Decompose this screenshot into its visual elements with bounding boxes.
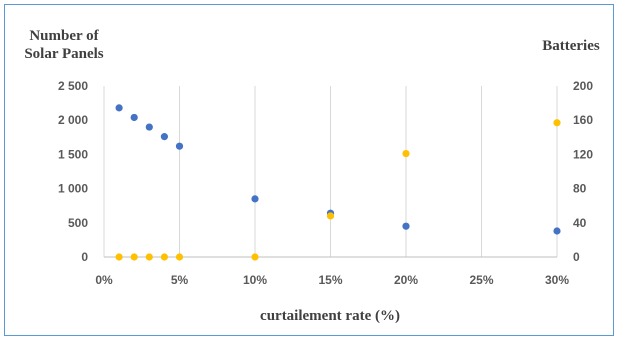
data-point-series-2 <box>145 253 153 261</box>
y-right-tick-label: 160 <box>573 113 593 127</box>
data-point-series-1 <box>130 113 138 122</box>
data-point-series-2 <box>130 253 138 261</box>
y-left-tick-label: 0 <box>81 250 88 264</box>
y-left-tick-label: 2 000 <box>58 113 88 127</box>
data-point-series-1 <box>553 227 561 235</box>
y-right-tick-label: 80 <box>573 182 587 196</box>
data-point-series-1 <box>160 133 168 141</box>
y-right-tick-label: 120 <box>573 147 593 161</box>
point-layer <box>115 104 561 261</box>
data-point-series-2 <box>115 253 123 261</box>
y-left-axis-title-line2: Solar Panels <box>24 46 103 62</box>
chart-frame <box>4 4 614 336</box>
y-right-tick-label: 200 <box>573 79 593 93</box>
tick-layer: 0% 5% 10% 15% 20% 25% 30% 0 500 1 000 1 500 2 000 2 … <box>58 79 593 287</box>
grid-layer <box>103 86 558 257</box>
y-left-tick-label: 1 000 <box>58 182 88 196</box>
y-left-axis-title-line1: Number of <box>29 28 99 44</box>
data-point-series-2 <box>326 212 335 220</box>
x-tick-label: 0% <box>95 273 113 287</box>
data-point-series-1 <box>115 104 123 112</box>
x-tick-label: 25% <box>469 273 493 287</box>
y-right-axis-title: Batteries <box>542 38 600 54</box>
data-point-series-1 <box>402 222 410 230</box>
y-left-tick-label: 1 500 <box>58 147 88 161</box>
y-left-tick-label: 500 <box>68 216 88 230</box>
data-point-series-1 <box>251 195 259 203</box>
y-right-tick-label: 40 <box>573 216 587 230</box>
x-tick-label: 30% <box>545 273 569 287</box>
data-point-series-2 <box>251 253 259 261</box>
data-point-series-2 <box>175 253 184 261</box>
x-tick-label: 10% <box>243 273 267 287</box>
data-point-series-1 <box>175 142 184 150</box>
y-left-tick-label: 2 500 <box>58 79 88 93</box>
y-right-tick-label: 0 <box>573 250 580 264</box>
x-tick-label: 20% <box>394 273 418 287</box>
x-axis-title: curtailement rate (%) <box>260 308 400 324</box>
data-point-series-1 <box>145 123 153 131</box>
data-point-series-2 <box>402 149 410 158</box>
data-point-series-2 <box>553 119 561 127</box>
data-point-series-2 <box>160 253 168 261</box>
x-tick-label: 5% <box>171 273 189 287</box>
x-tick-label: 15% <box>318 273 342 287</box>
